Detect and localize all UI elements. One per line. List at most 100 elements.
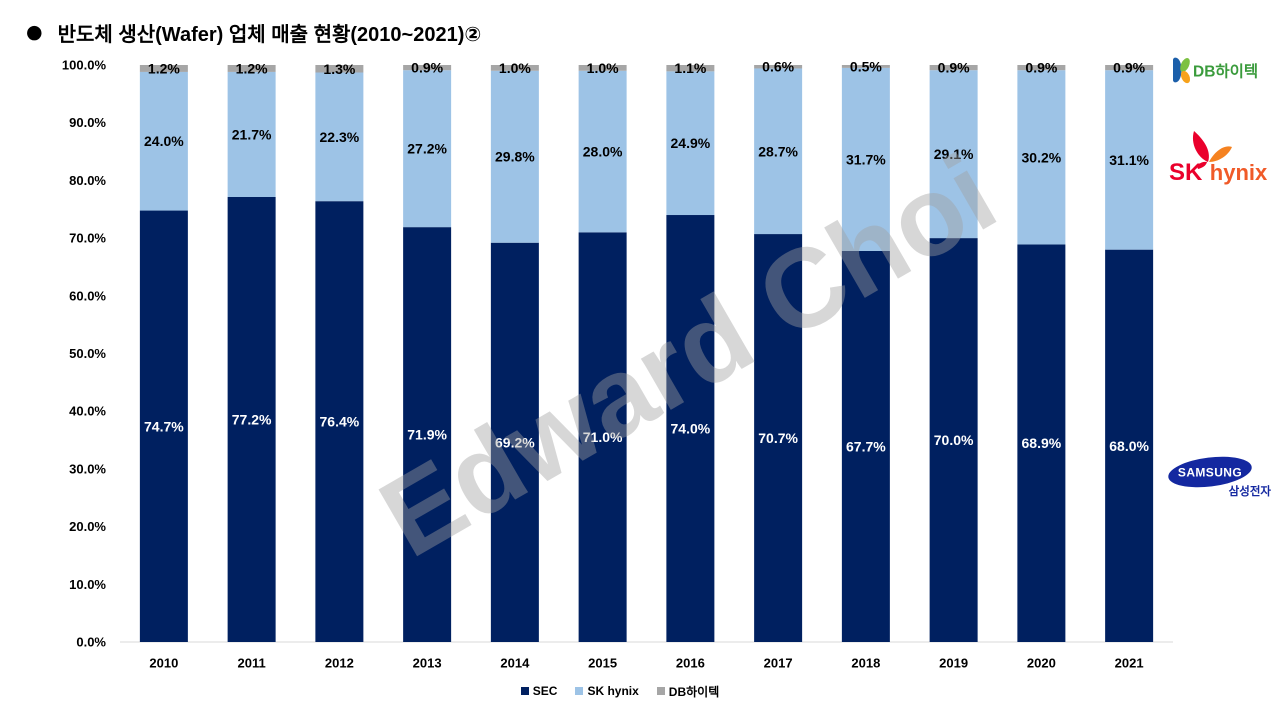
data-label-sec-2017: 70.7% bbox=[758, 430, 798, 446]
data-label-sec-2015: 71.0% bbox=[583, 429, 623, 445]
data-label-db-2012: 1.3% bbox=[323, 61, 355, 77]
samsung-wordmark: SAMSUNG bbox=[1178, 466, 1242, 480]
data-label-db-2010: 1.2% bbox=[148, 60, 180, 76]
db-hitek-logo: DB하이텍 bbox=[1173, 57, 1258, 84]
sk-hynix-wordmark: SK hynix bbox=[1169, 159, 1268, 186]
bar-segment-sec-2014 bbox=[490, 242, 539, 642]
legend-item-db-hitek: DB하이텍 bbox=[656, 683, 720, 700]
y-tick-label-10: 10.0% bbox=[69, 577, 106, 592]
samsung-korean-name: 삼성전자 bbox=[1229, 484, 1272, 498]
bar-segment-sec-2012 bbox=[315, 201, 364, 642]
bar-segment-sk-hynix-2016 bbox=[666, 71, 715, 216]
sk-hynix-logo: SK hynix bbox=[1169, 131, 1268, 186]
db-mark-green-petal bbox=[1180, 57, 1190, 73]
db-hitek-logo-text: DB하이텍 bbox=[1193, 63, 1258, 81]
legend-swatch-sk-hynix bbox=[575, 687, 584, 695]
bar-segment-sk-hynix-2015 bbox=[578, 70, 627, 233]
bar-segment-db-2011 bbox=[227, 65, 276, 72]
bar-segment-db-2018 bbox=[841, 65, 890, 68]
bar-segment-db-2014 bbox=[490, 65, 539, 71]
data-label-sk-hynix-2015: 28.0% bbox=[583, 144, 623, 160]
data-label-sec-2013: 71.9% bbox=[407, 427, 447, 443]
y-tick-label-40: 40.0% bbox=[69, 404, 106, 419]
legend-label-sec: SEC bbox=[532, 684, 558, 698]
data-label-db-2011: 1.2% bbox=[236, 60, 268, 76]
samsung-ellipse bbox=[1168, 456, 1252, 488]
legend-item-sec: SEC bbox=[520, 684, 558, 698]
data-label-sec-2016: 74.0% bbox=[671, 421, 711, 437]
data-label-sec-2010: 74.7% bbox=[144, 418, 184, 434]
data-label-sk-hynix-2010: 24.0% bbox=[144, 133, 184, 149]
bar-segment-sk-hynix-2021 bbox=[1105, 70, 1154, 250]
bar-segment-db-2013 bbox=[403, 65, 452, 71]
y-tick-label-30: 30.0% bbox=[69, 461, 106, 476]
bar-segment-sec-2016 bbox=[666, 215, 715, 642]
data-label-sk-hynix-2012: 22.3% bbox=[320, 129, 360, 145]
legend-label-db-hitek: DB하이텍 bbox=[668, 684, 720, 699]
bar-segment-sec-2020 bbox=[1017, 244, 1066, 642]
x-tick-label-2019: 2019 bbox=[939, 656, 968, 671]
bar-segment-sec-2010 bbox=[139, 210, 188, 642]
x-tick-label-2020: 2020 bbox=[1027, 656, 1056, 671]
bar-segment-db-2019 bbox=[929, 65, 978, 71]
bar-segment-sk-hynix-2011 bbox=[227, 71, 276, 198]
sk-orange-wing bbox=[1209, 146, 1232, 162]
data-label-sk-hynix-2016: 24.9% bbox=[671, 135, 711, 151]
bar-segment-db-2021 bbox=[1105, 65, 1154, 71]
bar-segment-sk-hynix-2012 bbox=[315, 72, 364, 202]
bar-segment-sec-2011 bbox=[227, 197, 276, 643]
db-mark-blue-petal bbox=[1173, 57, 1182, 83]
x-tick-label-2016: 2016 bbox=[676, 656, 705, 671]
db-mark-orange-petal bbox=[1180, 70, 1191, 84]
y-tick-label-60: 60.0% bbox=[69, 288, 106, 303]
legend-swatch-sec bbox=[520, 687, 529, 695]
data-label-sk-hynix-2017: 28.7% bbox=[758, 143, 798, 159]
legend-label-sk-hynix: SK hynix bbox=[587, 684, 639, 698]
data-label-db-2017: 0.6% bbox=[762, 59, 794, 75]
y-tick-label-70: 70.0% bbox=[69, 231, 106, 246]
hynix-text: hynix bbox=[1210, 160, 1268, 185]
x-tick-label-2010: 2010 bbox=[149, 656, 178, 671]
bar-segment-sk-hynix-2014 bbox=[490, 70, 539, 243]
bar-segment-sk-hynix-2013 bbox=[403, 70, 452, 228]
bar-segment-sec-2018 bbox=[841, 250, 890, 642]
title-bullet: ● bbox=[26, 21, 43, 43]
data-label-db-2013: 0.9% bbox=[411, 60, 443, 76]
bar-segment-db-2012 bbox=[315, 65, 364, 73]
y-tick-label-90: 90.0% bbox=[69, 115, 106, 130]
bar-segment-sec-2013 bbox=[403, 227, 452, 642]
legend-swatch-db-hitek bbox=[656, 687, 665, 695]
data-label-sec-2011: 77.2% bbox=[232, 412, 272, 428]
data-label-sec-2020: 68.9% bbox=[1022, 435, 1062, 451]
bar-segment-db-2015 bbox=[578, 65, 627, 71]
x-tick-label-2012: 2012 bbox=[325, 656, 354, 671]
x-tick-label-2014: 2014 bbox=[500, 656, 530, 671]
data-label-db-2021: 0.9% bbox=[1113, 60, 1145, 76]
bar-segment-db-2020 bbox=[1017, 65, 1066, 71]
page-title: ● 반도체 생산(Wafer) 업체 매출 현황(2010~2021)② bbox=[26, 16, 481, 48]
data-label-db-2020: 0.9% bbox=[1025, 60, 1057, 76]
bar-segment-db-2010 bbox=[139, 65, 188, 72]
x-tick-label-2017: 2017 bbox=[764, 656, 793, 671]
sk-red-wing bbox=[1192, 131, 1209, 162]
y-tick-label-100: 100.0% bbox=[62, 58, 107, 73]
sk-red-lower-wing bbox=[1197, 161, 1207, 169]
data-label-sk-hynix-2011: 21.7% bbox=[232, 126, 272, 142]
bar-segment-sec-2015 bbox=[578, 232, 627, 642]
data-label-sk-hynix-2021: 31.1% bbox=[1109, 152, 1149, 168]
legend-item-sk-hynix: SK hynix bbox=[575, 684, 639, 698]
data-label-db-2014: 1.0% bbox=[499, 60, 531, 76]
chart-legend: SEC SK hynix DB하이텍 bbox=[420, 682, 820, 700]
sk-prefix-text: SK bbox=[1169, 159, 1203, 186]
bar-segment-sk-hynix-2017 bbox=[754, 68, 803, 235]
y-tick-label-0: 0.0% bbox=[76, 635, 106, 650]
y-tick-label-20: 20.0% bbox=[69, 519, 106, 534]
x-tick-label-2021: 2021 bbox=[1115, 656, 1144, 671]
bar-segment-sec-2021 bbox=[1105, 249, 1154, 642]
x-tick-label-2011: 2011 bbox=[238, 656, 266, 671]
bar-segment-sk-hynix-2019 bbox=[929, 70, 978, 239]
data-label-sec-2012: 76.4% bbox=[320, 414, 360, 430]
data-label-sk-hynix-2019: 29.1% bbox=[934, 146, 974, 162]
x-tick-label-2013: 2013 bbox=[413, 656, 442, 671]
